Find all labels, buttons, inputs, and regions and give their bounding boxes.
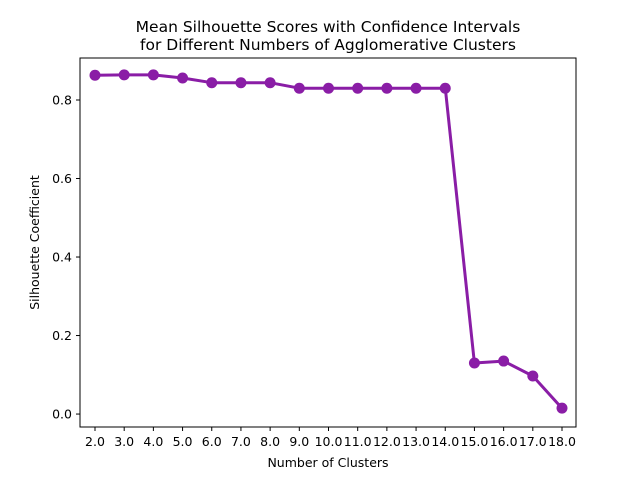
data-point	[206, 77, 218, 89]
x-tick-label: 5.0	[173, 434, 193, 449]
x-tick-label: 12.0	[373, 434, 401, 449]
x-tick-label: 9.0	[289, 434, 309, 449]
y-tick-label: 0.0	[52, 407, 72, 422]
x-axis-label: Number of Clusters	[267, 455, 388, 470]
data-point	[177, 72, 189, 84]
x-tick-label: 2.0	[85, 434, 105, 449]
x-tick-label: 4.0	[143, 434, 163, 449]
series-group	[89, 69, 568, 414]
data-point	[264, 77, 276, 89]
plot-area-frame	[79, 57, 577, 428]
data-point	[556, 402, 568, 414]
x-tick-label: 17.0	[519, 434, 547, 449]
data-point	[498, 355, 510, 367]
x-tick-label: 13.0	[402, 434, 430, 449]
chart-title: Mean Silhouette Scores with Confidence I…	[136, 18, 521, 36]
y-tick-label: 0.4	[52, 250, 72, 265]
data-point	[439, 82, 451, 94]
x-tick-label: 11.0	[344, 434, 372, 449]
data-point	[527, 370, 539, 382]
data-point	[468, 357, 480, 369]
data-point	[352, 82, 364, 94]
x-tick-label: 10.0	[315, 434, 343, 449]
x-tick-label: 16.0	[490, 434, 518, 449]
x-tick-label: 14.0	[431, 434, 459, 449]
data-point	[118, 69, 130, 81]
y-tick-label: 0.2	[52, 328, 72, 343]
y-axis-label: Silhouette Coefficient	[27, 175, 42, 310]
data-point	[293, 82, 305, 94]
x-tick-label: 7.0	[231, 434, 251, 449]
x-tick-label: 3.0	[114, 434, 134, 449]
x-tick-label: 8.0	[260, 434, 280, 449]
x-tick-label: 6.0	[202, 434, 222, 449]
data-point	[147, 69, 159, 81]
data-point	[410, 82, 422, 94]
data-point	[381, 82, 393, 94]
y-axis-ticks: 0.0 0.2 0.4 0.6 0.8	[52, 93, 80, 422]
x-tick-label: 15.0	[461, 434, 489, 449]
chart-subtitle: for Different Numbers of Agglomerative C…	[140, 36, 516, 54]
data-point	[235, 77, 247, 89]
data-point	[89, 69, 101, 81]
y-tick-label: 0.8	[52, 93, 72, 108]
data-point	[323, 82, 334, 94]
y-tick-label: 0.6	[52, 171, 72, 186]
x-tick-label: 18.0	[548, 434, 576, 449]
x-axis-ticks: 2.0 3.0 4.0 5.0 6.0 7.0 8.0 9.0 10.0 11.0 12.0 13.0…	[85, 427, 576, 449]
